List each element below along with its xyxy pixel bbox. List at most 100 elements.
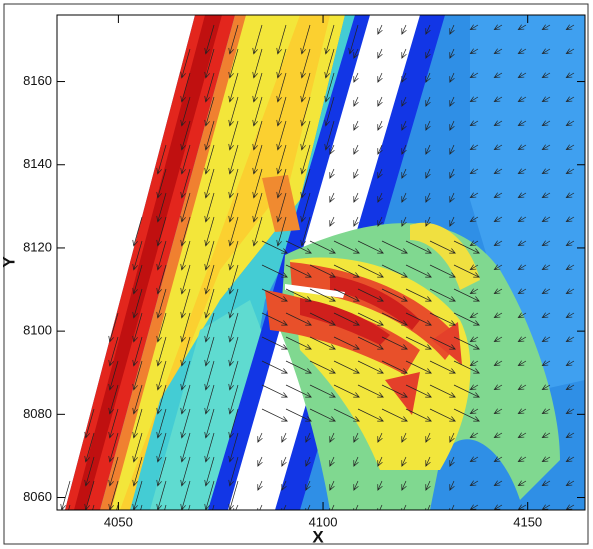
vector-arrow bbox=[204, 144, 215, 175]
band bbox=[57, 15, 195, 510]
vector-arrow bbox=[493, 216, 503, 223]
vector-arrow bbox=[156, 408, 167, 439]
vector-arrow bbox=[541, 120, 551, 127]
vector-arrow bbox=[401, 456, 407, 467]
vector-arrow bbox=[228, 216, 239, 247]
vector-arrow bbox=[228, 192, 239, 223]
vector-arrow bbox=[300, 72, 311, 103]
vector-arrow bbox=[309, 312, 336, 326]
vector-arrow bbox=[469, 360, 479, 367]
vector-arrow bbox=[180, 408, 191, 439]
vector-arrow bbox=[449, 144, 455, 155]
vector-arrow bbox=[132, 264, 143, 295]
vector-arrow bbox=[276, 144, 287, 175]
vector-arrow bbox=[493, 72, 503, 79]
vector-arrow bbox=[276, 96, 287, 127]
vector-arrow bbox=[276, 168, 287, 199]
vector-arrow bbox=[425, 48, 431, 59]
vector-arrow bbox=[333, 336, 360, 350]
vector-arrow bbox=[493, 264, 503, 271]
vector-arrow bbox=[108, 432, 119, 463]
vector-arrow bbox=[517, 264, 527, 271]
vector-arrow bbox=[493, 456, 503, 463]
vector-arrow bbox=[228, 144, 239, 175]
vector-arrow bbox=[300, 144, 311, 175]
vector-arrow bbox=[252, 48, 263, 79]
vector-arrow bbox=[353, 144, 359, 155]
vector-arrow bbox=[180, 216, 191, 247]
vector-arrow bbox=[493, 120, 503, 127]
vector-arrow bbox=[132, 360, 143, 391]
vector-arrow bbox=[156, 360, 167, 391]
vector-arrow bbox=[252, 216, 263, 247]
y-tick-label: 8060 bbox=[23, 489, 52, 504]
vector-arrow bbox=[429, 384, 456, 398]
vector-arrow bbox=[357, 312, 384, 326]
vector-arrow bbox=[541, 240, 551, 247]
vector-arrow bbox=[429, 288, 456, 302]
band bbox=[285, 284, 345, 298]
vector-arrow bbox=[377, 456, 383, 467]
vector-arrow bbox=[517, 240, 527, 247]
band bbox=[410, 222, 480, 290]
vector-arrow bbox=[228, 72, 239, 103]
vector-arrow bbox=[228, 48, 239, 79]
vector-arrow bbox=[180, 336, 191, 367]
vector-arrow bbox=[425, 96, 431, 107]
vector-arrow bbox=[228, 96, 239, 127]
vector-arrow bbox=[353, 120, 359, 131]
band bbox=[470, 15, 585, 390]
vector-arrow bbox=[285, 240, 312, 254]
vector-arrow bbox=[377, 216, 383, 227]
vector-arrow bbox=[493, 384, 503, 391]
vector-arrow bbox=[357, 288, 384, 302]
vector-arrow bbox=[425, 216, 431, 227]
vector-arrow bbox=[180, 120, 191, 151]
vector-arrow bbox=[228, 288, 239, 319]
band bbox=[300, 298, 390, 345]
vector-arrow bbox=[324, 96, 335, 127]
vector-arrow bbox=[565, 144, 575, 151]
vector-arrow bbox=[108, 384, 119, 415]
vector-arrow bbox=[541, 312, 551, 319]
vector-arrow bbox=[565, 312, 575, 319]
vector-arrow bbox=[300, 216, 311, 247]
vector-arrow bbox=[517, 432, 527, 439]
vector-arrow bbox=[381, 384, 408, 398]
vector-arrow bbox=[108, 360, 119, 391]
vector-arrow bbox=[493, 312, 503, 319]
vector-arrow bbox=[517, 384, 527, 391]
vector-arrow bbox=[381, 264, 408, 278]
vector-arrow bbox=[469, 144, 479, 151]
vector-arrow bbox=[425, 192, 431, 203]
vector-arrow bbox=[180, 288, 191, 319]
vector-arrow bbox=[401, 24, 407, 35]
vector-arrow bbox=[84, 408, 95, 439]
vector-arrow bbox=[357, 360, 384, 374]
vector-arrow bbox=[517, 192, 527, 199]
vector-arrow bbox=[204, 168, 215, 199]
vector-arrow bbox=[281, 480, 287, 491]
vector-arrow bbox=[453, 408, 480, 422]
vector-arrow bbox=[405, 384, 432, 398]
vector-arrow bbox=[228, 312, 239, 343]
vector-arrow bbox=[493, 288, 503, 295]
band bbox=[385, 372, 420, 415]
vector-arrow bbox=[493, 144, 503, 151]
vector-arrow bbox=[228, 120, 239, 151]
x-axis-label: X bbox=[312, 527, 324, 546]
vector-arrow bbox=[377, 96, 383, 107]
vector-arrow bbox=[156, 456, 167, 487]
vector-arrow bbox=[469, 192, 479, 199]
vector-arrow bbox=[285, 384, 312, 398]
vector-arrow bbox=[541, 288, 551, 295]
vector-arrow bbox=[469, 456, 479, 463]
vector-arrow bbox=[281, 432, 287, 443]
vector-arrow bbox=[156, 312, 167, 343]
vector-arrow bbox=[204, 312, 215, 343]
vector-arrow bbox=[180, 72, 191, 103]
vector-arrow bbox=[180, 384, 191, 415]
vector-arrow bbox=[324, 48, 335, 79]
vector-arrow bbox=[353, 168, 359, 179]
vector-arrow bbox=[565, 96, 575, 103]
